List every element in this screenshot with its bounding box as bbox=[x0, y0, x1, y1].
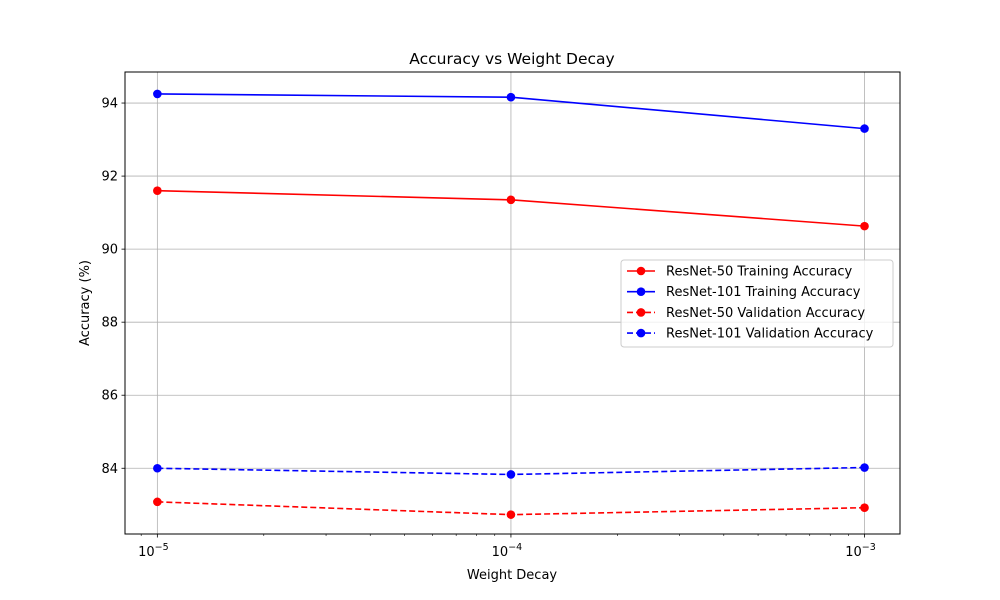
legend-label: ResNet-101 Training Accuracy bbox=[666, 285, 861, 300]
legend-marker bbox=[636, 287, 646, 297]
data-point bbox=[860, 124, 869, 133]
y-tick-label: 92 bbox=[101, 170, 118, 185]
data-point bbox=[506, 470, 516, 479]
series-layer bbox=[153, 89, 869, 519]
y-tick-label: 94 bbox=[101, 97, 118, 112]
x-tick-label: 10−3 bbox=[845, 542, 876, 560]
legend-label: ResNet-101 Validation Accuracy bbox=[666, 327, 874, 342]
data-point bbox=[153, 186, 162, 195]
axis-ticks: 84 86 88 90 92 94 10−5 10−4 10−3 bbox=[101, 97, 875, 560]
y-axis-title: Accuracy (%) bbox=[78, 260, 93, 346]
y-tick-label: 90 bbox=[101, 243, 118, 258]
legend-label: ResNet-50 Validation Accuracy bbox=[666, 306, 865, 321]
legend-marker bbox=[636, 308, 646, 317]
data-point bbox=[153, 497, 162, 507]
chart-title: Accuracy vs Weight Decay bbox=[409, 50, 614, 68]
data-point bbox=[860, 503, 869, 513]
y-tick-label: 88 bbox=[101, 316, 118, 331]
legend-marker bbox=[636, 266, 646, 276]
data-point bbox=[153, 463, 162, 473]
x-tick-label: 10−5 bbox=[138, 542, 169, 560]
plot-frame bbox=[124, 71, 901, 535]
data-point bbox=[506, 92, 516, 102]
data-point bbox=[153, 89, 162, 99]
y-tick-label: 84 bbox=[101, 462, 118, 477]
legend-marker bbox=[636, 328, 646, 338]
x-axis-title: Weight Decay bbox=[467, 568, 558, 583]
data-point bbox=[506, 195, 516, 205]
y-tick-label: 86 bbox=[101, 389, 118, 404]
legend-label: ResNet-50 Training Accuracy bbox=[666, 265, 852, 280]
data-point bbox=[860, 463, 869, 472]
legend: ResNet-50 Training Accuracy ResNet-101 Tr… bbox=[620, 259, 894, 348]
data-point bbox=[506, 510, 516, 519]
legend-box bbox=[620, 259, 894, 348]
x-tick-label: 10−4 bbox=[492, 542, 523, 560]
data-point bbox=[860, 221, 869, 231]
